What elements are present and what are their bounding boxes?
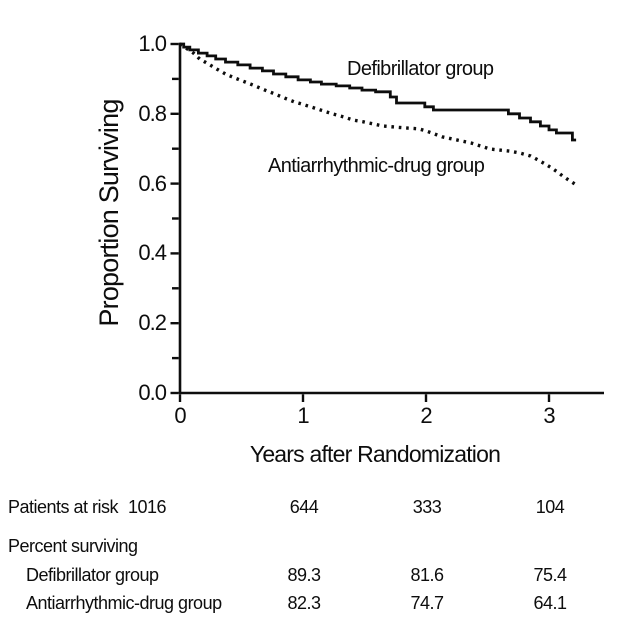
x-axis-title: Years after Randomization <box>249 441 501 467</box>
patients-at-risk-value-year0: 1016 <box>127 497 167 517</box>
percent-surviving-label: Percent surviving <box>8 536 138 556</box>
y-tick-label: 0.2 <box>138 310 167 336</box>
y-tick-label: 0.8 <box>138 100 167 126</box>
x-tick-label: 2 <box>420 403 432 428</box>
antiarrhythmic-curve-label: Antiarrhythmic-drug group <box>268 155 485 177</box>
defibrillator-curve <box>180 42 577 142</box>
patients-at-risk-value-year3: 104 <box>535 497 565 517</box>
y-tick-label: 1.0 <box>138 31 167 56</box>
defibrillator-percent-year1: 89.3 <box>287 565 321 585</box>
y-tick-label: 0.0 <box>138 380 167 405</box>
patients-at-risk-value-year2: 333 <box>412 497 442 517</box>
antiarrhythmic-percent-year1: 82.3 <box>287 593 321 613</box>
x-tick-label: 0 <box>174 403 186 428</box>
patients-at-risk-value-year1: 644 <box>289 497 319 517</box>
antiarrhythmic-percent-year2: 74.7 <box>410 593 444 613</box>
antiarrhythmic-drug-curve <box>179 42 576 186</box>
percent-row-defibrillator-label: Defibrillator group <box>26 565 159 585</box>
y-tick-label: 0.6 <box>138 170 167 196</box>
defibrillator-curve-label: Defibrillator group <box>347 58 494 80</box>
defibrillator-percent-year3: 75.4 <box>533 565 567 585</box>
percent-row-antiarrhythmic-label: Antiarrhythmic-drug group <box>26 593 222 613</box>
x-tick-label: 1 <box>297 403 309 428</box>
axis-ticks <box>170 42 551 402</box>
x-tick-label: 3 <box>543 403 555 428</box>
antiarrhythmic-percent-year3: 64.1 <box>533 593 567 613</box>
y-tick-label: 0.4 <box>138 240 167 266</box>
y-axis-title: Proportion Surviving <box>94 99 124 327</box>
defibrillator-percent-year2: 81.6 <box>410 565 444 585</box>
patients-at-risk-label: Patients at risk <box>8 497 119 517</box>
